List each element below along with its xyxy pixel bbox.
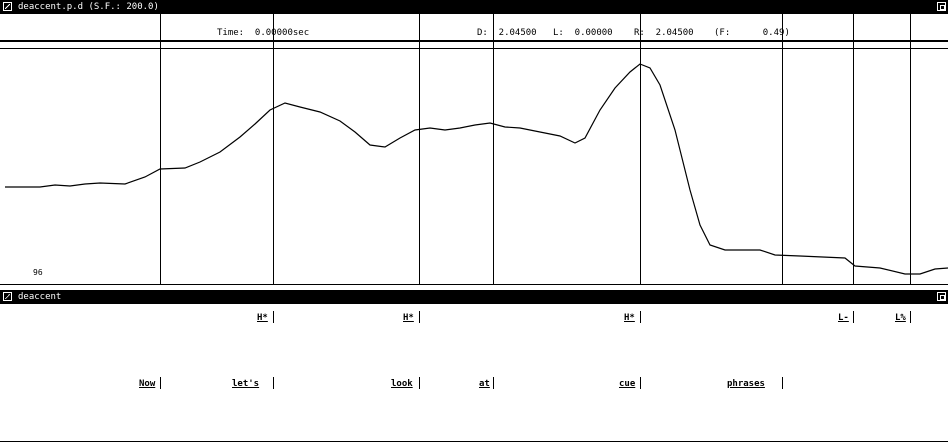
- r-readout: R: 2.04500: [634, 28, 694, 38]
- window-menu-icon[interactable]: [3, 2, 12, 11]
- word-label[interactable]: cue: [619, 379, 636, 389]
- label-window-titlebar[interactable]: deaccent: [0, 290, 948, 304]
- tone-label[interactable]: L%: [895, 313, 906, 323]
- segment-boundaries: [160, 14, 911, 284]
- l-readout: L: 0.00000: [553, 28, 613, 38]
- time-readout: Time: 0.00000sec: [217, 28, 310, 38]
- cursor-info-bar: Time: 0.00000sec D: 2.04500 L: 0.00000 R…: [0, 14, 948, 40]
- word-label[interactable]: phrases: [727, 379, 765, 389]
- f-readout: (F: 0.49): [714, 28, 790, 38]
- info-bar-divider: [0, 40, 948, 42]
- pitch-track-plot[interactable]: [0, 0, 948, 290]
- tone-label[interactable]: H*: [624, 313, 635, 323]
- waveform-window-title: deaccent.p.d (S.F.: 200.0): [18, 2, 159, 12]
- window-resize-icon[interactable]: [937, 2, 946, 11]
- d-readout: D: 2.04500: [477, 28, 537, 38]
- y-floor-label: 96: [33, 268, 43, 277]
- window-menu-icon[interactable]: [3, 292, 12, 301]
- window-resize-icon[interactable]: [937, 292, 946, 301]
- waveform-window-titlebar[interactable]: deaccent.p.d (S.F.: 200.0): [0, 0, 948, 14]
- tone-label[interactable]: H*: [257, 313, 268, 323]
- word-label[interactable]: let's: [232, 379, 260, 389]
- word-label[interactable]: at: [479, 379, 490, 389]
- label-window-title: deaccent: [18, 292, 62, 302]
- word-label[interactable]: look: [391, 379, 413, 389]
- tone-label[interactable]: L-: [838, 313, 849, 323]
- f0-contour: [5, 63, 948, 275]
- plot-top-border: [0, 48, 948, 49]
- plot-bottom-border: [0, 284, 948, 285]
- tone-label[interactable]: H*: [403, 313, 414, 323]
- word-label[interactable]: Now: [139, 379, 156, 389]
